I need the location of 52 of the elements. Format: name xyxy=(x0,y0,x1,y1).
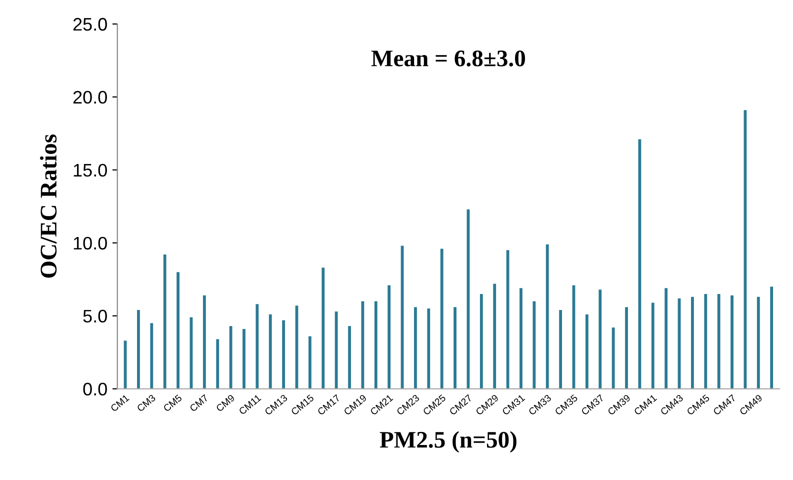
bar xyxy=(612,328,615,389)
bar xyxy=(322,268,325,389)
bar xyxy=(268,314,272,389)
y-tick-label: 20.0 xyxy=(73,90,107,104)
bar xyxy=(598,290,602,389)
y-tick-label: 10.0 xyxy=(74,236,107,250)
x-tick-label: CM3 xyxy=(136,394,156,412)
bar xyxy=(691,296,694,389)
y-tick-label: 15.0 xyxy=(74,164,107,177)
bar xyxy=(216,339,220,389)
bar xyxy=(374,301,378,389)
bar xyxy=(440,248,444,389)
bar xyxy=(348,326,351,389)
bar xyxy=(150,323,154,389)
bar xyxy=(454,307,456,389)
bar xyxy=(388,285,391,389)
bar xyxy=(308,336,312,389)
bar xyxy=(664,288,668,389)
x-tick-label: CM9 xyxy=(216,394,236,412)
bar xyxy=(334,311,338,389)
bar xyxy=(229,326,232,389)
bar xyxy=(427,308,430,389)
bar xyxy=(756,296,760,389)
bar xyxy=(625,307,628,389)
bar xyxy=(493,284,496,389)
bar xyxy=(202,295,206,389)
y-tick-label: 0.0 xyxy=(83,382,107,396)
bar xyxy=(520,288,522,389)
annotation: Mean = 6.8±3.0 xyxy=(371,50,526,66)
bar xyxy=(770,286,774,389)
bar xyxy=(242,328,246,389)
bar xyxy=(532,301,536,389)
bar xyxy=(546,244,549,389)
bar xyxy=(414,307,417,389)
x-axis-title: PM2.5 (n=50) xyxy=(380,431,516,453)
bar xyxy=(163,254,166,389)
bar xyxy=(256,304,259,389)
bar xyxy=(176,272,180,389)
y-tick-label: 25.0 xyxy=(73,18,107,31)
bar xyxy=(730,295,734,389)
bar xyxy=(282,320,286,389)
bar xyxy=(717,294,720,389)
bar xyxy=(651,302,654,389)
bar xyxy=(137,310,140,389)
bar xyxy=(559,310,562,389)
y-axis-title: OC/EC Ratios xyxy=(40,134,57,278)
x-tick-label: CM5 xyxy=(162,394,182,412)
bar xyxy=(585,314,588,389)
x-tick-label: CM1 xyxy=(110,394,130,412)
bar xyxy=(704,294,708,389)
y-tick-label: 5.0 xyxy=(83,310,107,323)
bar xyxy=(480,294,483,389)
